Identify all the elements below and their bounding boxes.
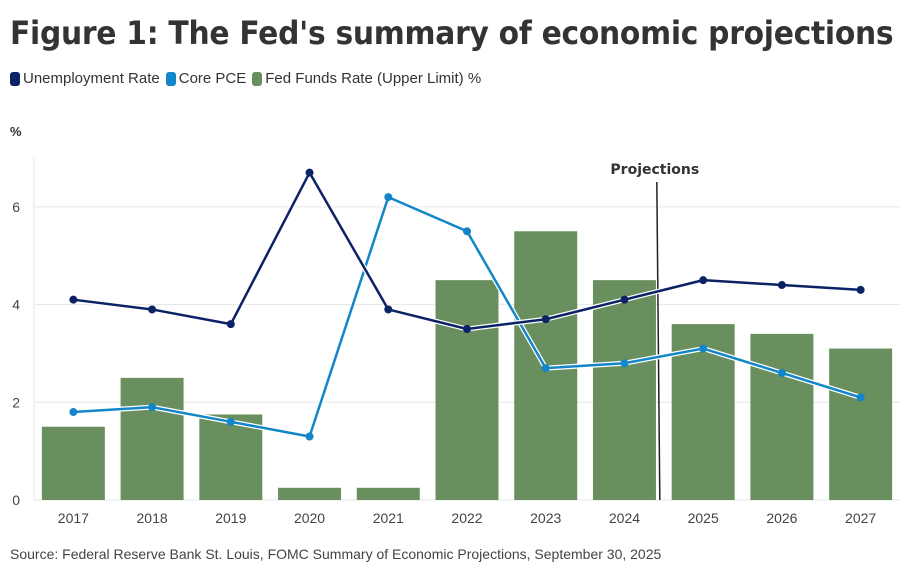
projections-label: Projections bbox=[610, 162, 699, 178]
x-tick-label: 2018 bbox=[137, 510, 168, 526]
y-tick-label: 2 bbox=[12, 394, 20, 410]
x-axis-ticks: 2017 2018 2019 2020 2021 2022 2023 2024 2025 2026… bbox=[58, 510, 877, 526]
point-unemployment-rate-2017 bbox=[69, 295, 78, 304]
x-tick-label: 2026 bbox=[766, 510, 797, 526]
point-unemployment-rate-2023 bbox=[541, 315, 550, 324]
line-series bbox=[69, 168, 865, 441]
point-core-pce-2020 bbox=[305, 432, 314, 441]
legend-item-core-pce: Core PCE bbox=[165, 70, 247, 87]
legend-item-fed-funds: Fed Funds Rate (Upper Limit) % bbox=[252, 70, 481, 87]
bar-fed-funds-2021 bbox=[356, 487, 420, 500]
point-core-pce-2024 bbox=[620, 359, 629, 368]
legend-item-unemployment: Unemployment Rate bbox=[10, 70, 160, 87]
point-core-pce-2019 bbox=[226, 417, 235, 426]
point-unemployment-rate-2026 bbox=[777, 281, 786, 290]
legend-swatch-core-pce bbox=[165, 71, 176, 86]
point-unemployment-rate-2020 bbox=[305, 168, 314, 177]
y-tick-label: 0 bbox=[12, 492, 20, 508]
point-core-pce-2027 bbox=[856, 393, 865, 402]
legend-label-unemployment: Unemployment Rate bbox=[23, 70, 160, 87]
point-core-pce-2026 bbox=[777, 368, 786, 377]
x-tick-label: 2021 bbox=[373, 510, 404, 526]
point-core-pce-2021 bbox=[384, 193, 393, 202]
projections-annotation: Projections bbox=[610, 162, 699, 501]
bar-fed-funds-2020 bbox=[278, 487, 342, 500]
chart-title: Figure 1: The Fed's summary of economic … bbox=[10, 14, 894, 52]
point-unemployment-rate-2025 bbox=[699, 276, 708, 285]
point-core-pce-2018 bbox=[148, 403, 157, 412]
y-tick-label: 4 bbox=[12, 297, 20, 313]
point-unemployment-rate-2027 bbox=[856, 285, 865, 294]
bar-fed-funds-2024 bbox=[592, 280, 656, 500]
point-unemployment-rate-2019 bbox=[226, 320, 235, 329]
x-tick-label: 2017 bbox=[58, 510, 89, 526]
legend-swatch-unemployment bbox=[10, 71, 20, 86]
point-core-pce-2025 bbox=[699, 344, 708, 353]
bar-fed-funds-2022 bbox=[435, 280, 499, 500]
bar-fed-funds-2018 bbox=[120, 377, 184, 500]
source-note: Source: Federal Reserve Bank St. Louis, … bbox=[10, 546, 662, 562]
y-tick-label: 6 bbox=[12, 199, 20, 215]
point-unemployment-rate-2022 bbox=[463, 325, 471, 333]
legend-swatch-fed-funds bbox=[252, 71, 263, 86]
bar-fed-funds-2027 bbox=[829, 348, 893, 500]
point-unemployment-rate-2021 bbox=[384, 305, 393, 314]
point-unemployment-rate-2024 bbox=[620, 295, 629, 304]
point-core-pce-2022 bbox=[463, 227, 471, 236]
projections-divider-line bbox=[656, 181, 661, 501]
bar-fed-funds-2019 bbox=[199, 414, 263, 500]
legend-label-fed-funds: Fed Funds Rate (Upper Limit) % bbox=[265, 70, 482, 87]
x-tick-label: 2022 bbox=[451, 510, 482, 526]
bar-fed-funds-2026 bbox=[750, 333, 814, 500]
y-axis-ticks: 0 2 4 6 bbox=[12, 199, 20, 508]
x-tick-label: 2023 bbox=[530, 510, 561, 526]
y-axis-unit-label: % bbox=[10, 124, 22, 139]
x-tick-label: 2025 bbox=[688, 510, 719, 526]
x-tick-label: 2024 bbox=[609, 510, 640, 526]
point-core-pce-2023 bbox=[541, 364, 550, 373]
legend-label-core-pce: Core PCE bbox=[178, 70, 247, 87]
bar-fed-funds-2017 bbox=[41, 426, 105, 500]
legend: Unemployment Rate Core PCE Fed Funds Rat… bbox=[10, 70, 481, 87]
x-tick-label: 2020 bbox=[294, 510, 325, 526]
point-unemployment-rate-2018 bbox=[148, 305, 157, 314]
x-tick-label: 2019 bbox=[215, 510, 246, 526]
x-tick-label: 2027 bbox=[845, 510, 876, 526]
point-core-pce-2017 bbox=[69, 408, 78, 417]
